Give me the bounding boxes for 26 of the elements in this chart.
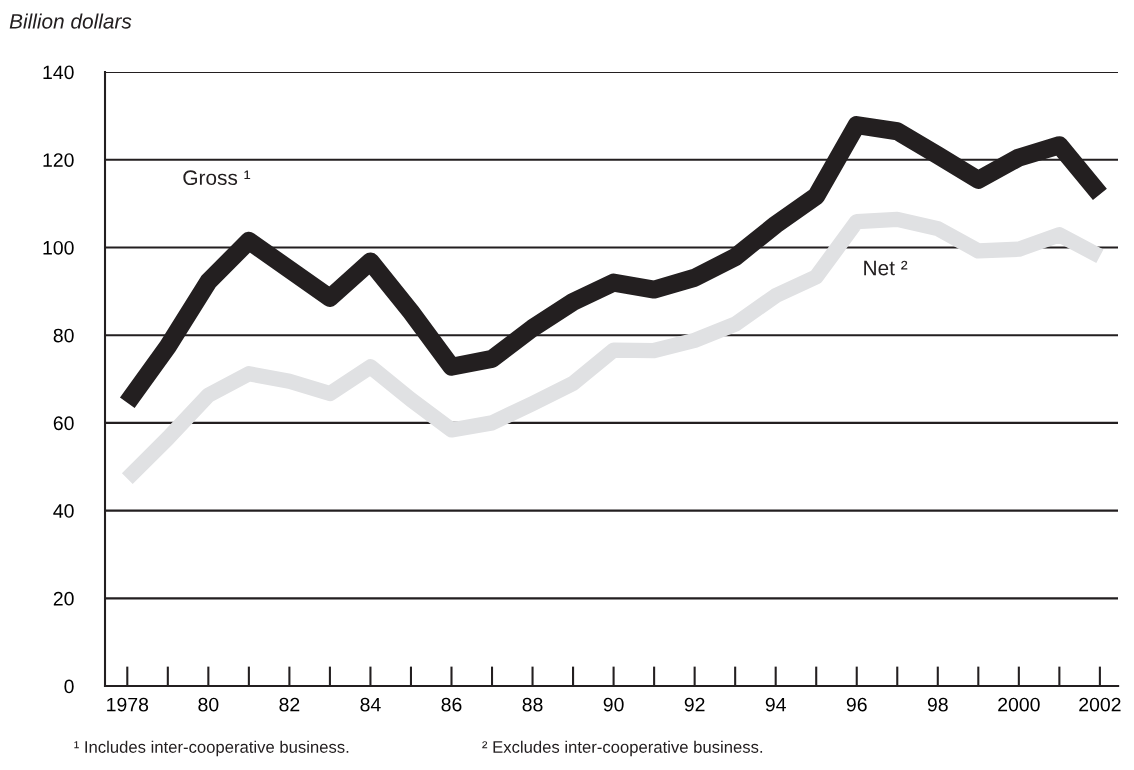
text: ¹ Includes inter-cooperative business. bbox=[74, 740, 349, 757]
text: Gross ¹ bbox=[183, 170, 251, 186]
x-tick-label: 84 bbox=[360, 697, 381, 712]
x-tick-label: 98 bbox=[927, 697, 948, 712]
y-tick-label: 0 bbox=[64, 679, 74, 694]
x-tick-label: 80 bbox=[198, 697, 219, 712]
x-tick-label: 2000 bbox=[998, 697, 1040, 712]
x-tick-label: 94 bbox=[765, 697, 786, 712]
x-tick-label: 92 bbox=[684, 697, 705, 712]
y-axis-title: Billion dollars bbox=[9, 13, 132, 29]
x-tick-label: 86 bbox=[441, 697, 462, 712]
y-tick-label: 100 bbox=[43, 240, 74, 255]
y-tick-label: 40 bbox=[53, 504, 74, 518]
y-tick-label: 80 bbox=[53, 328, 74, 343]
text: ² Excludes inter-cooperative business. bbox=[482, 740, 763, 757]
y-tick-label: 60 bbox=[53, 416, 74, 431]
x-tick-label: 88 bbox=[522, 697, 543, 712]
y-tick-label: 140 bbox=[43, 65, 74, 80]
x-tick-label: 82 bbox=[279, 697, 300, 712]
x-tick-label: 90 bbox=[603, 697, 624, 712]
series-label: Net ² bbox=[864, 260, 908, 276]
y-tick-label: 120 bbox=[43, 153, 74, 167]
y-tick-label: 20 bbox=[53, 591, 74, 606]
x-tick-label: 96 bbox=[846, 697, 867, 712]
x-tick-label: 2002 bbox=[1079, 697, 1121, 712]
x-tick-label: 1978 bbox=[107, 697, 149, 712]
